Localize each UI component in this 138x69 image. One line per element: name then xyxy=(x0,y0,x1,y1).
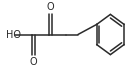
Text: O: O xyxy=(47,2,54,12)
Text: HO: HO xyxy=(6,30,21,39)
Text: O: O xyxy=(30,57,38,67)
